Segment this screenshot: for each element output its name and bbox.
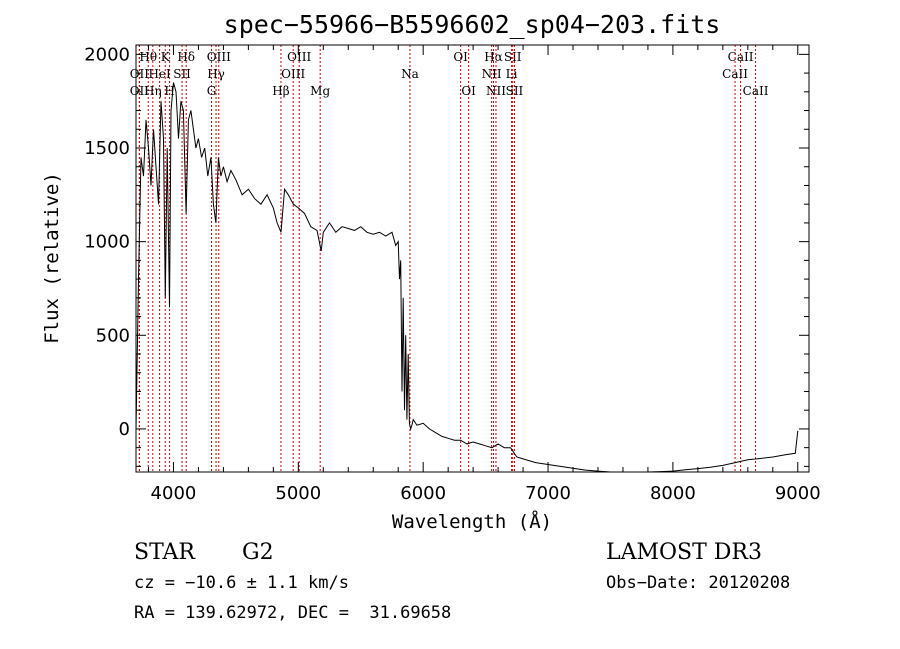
y-tick-label-4: 2000: [84, 44, 130, 65]
y-axis-label: Flux (relative): [41, 172, 63, 344]
object-class: STAR: [134, 540, 195, 565]
line-marker-label-0: Hθ: [139, 50, 157, 64]
x-tick-label-2: 6000: [400, 483, 446, 504]
y-tick-label-0: 0: [119, 419, 130, 440]
line-marker-label-19: Hα: [484, 50, 503, 64]
line-marker-label-2: OII: [130, 84, 150, 98]
line-marker-label-7: SII: [173, 67, 191, 81]
line-marker-label-18: OI: [461, 84, 476, 98]
line-marker-label-13: OIII: [287, 50, 311, 64]
coordinates-readout: RA = 139.62972, DEC = 31.69658: [134, 603, 452, 623]
line-marker-label-17: OI: [453, 50, 468, 64]
x-axis-label: Wavelength (Å): [392, 510, 552, 533]
x-tick-label-0: 4000: [151, 483, 197, 504]
chart-title: spec−55966−B5596602_sp04−203.fits: [224, 10, 721, 39]
line-marker-label-22: SII: [504, 50, 522, 64]
x-tick-label-4: 8000: [650, 483, 696, 504]
y-tick-label-2: 1000: [84, 232, 130, 253]
line-marker-label-25: CaII: [728, 50, 754, 64]
line-marker-label-10: Hγ: [207, 67, 225, 81]
line-marker-label-9: OIII: [207, 50, 231, 64]
redshift-readout: cz = −10.6 ± 1.1 km/s: [134, 573, 349, 593]
line-marker-label-8: Hδ: [177, 50, 195, 64]
plot-frame: [135, 44, 810, 473]
obs-date: Obs−Date: 20120208: [606, 573, 791, 593]
line-marker-label-20: NII: [482, 67, 502, 81]
object-subclass: G2: [242, 540, 274, 565]
line-marker-label-16: Na: [401, 67, 419, 81]
line-marker-label-5: K: [161, 50, 171, 64]
line-marker-label-21: NII: [486, 84, 506, 98]
line-marker-label-26: CaII: [722, 67, 748, 81]
line-marker-label-3: Hη: [144, 84, 162, 98]
line-marker-label-14: OIII: [281, 67, 305, 81]
y-tick-label-3: 1500: [84, 138, 130, 159]
x-tick-label-5: 9000: [775, 483, 821, 504]
survey-name: LAMOST DR3: [606, 540, 762, 565]
line-marker-label-15: Mg: [310, 84, 330, 98]
line-marker-label-24: SII: [506, 84, 524, 98]
line-marker-label-23: Li: [506, 67, 518, 81]
y-tick-label-1: 500: [96, 325, 130, 346]
x-tick-label-1: 5000: [275, 483, 321, 504]
x-tick-label-3: 7000: [525, 483, 571, 504]
axis-ticks: 4000 5000 6000 7000 8000 9000 0 500 1000 1500 2000: [84, 44, 820, 504]
line-marker-label-6: H: [164, 84, 174, 98]
line-marker-label-4: HeI: [148, 67, 171, 81]
line-marker-label-11: G: [207, 84, 217, 98]
line-marker-label-27: CaII: [743, 84, 769, 98]
line-marker-label-12: Hβ: [272, 84, 289, 98]
spectrum-line: [135, 82, 799, 473]
